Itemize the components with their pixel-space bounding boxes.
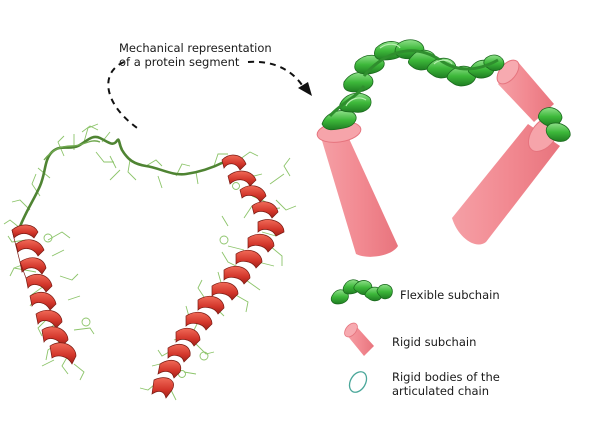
rigid-body-ellipse-icon bbox=[348, 371, 368, 393]
protein-cartoon bbox=[3, 123, 297, 401]
rigid-cylinder-icon bbox=[344, 322, 374, 356]
legend-bodies-label: Rigid bodies of the articulated chain bbox=[392, 370, 500, 398]
diagram-caption: Mechanical representation of a protein s… bbox=[119, 41, 272, 69]
rigid-cylinder-left bbox=[316, 121, 398, 257]
legend-flexible-label: Flexible subchain bbox=[400, 288, 500, 302]
coil-backbone bbox=[16, 135, 225, 233]
legend-bodies-line-1: Rigid bodies of the bbox=[392, 370, 500, 384]
caption-line-2: of a protein segment bbox=[119, 55, 240, 69]
mechanical-model bbox=[316, 39, 571, 257]
legend-bodies-line-2: articulated chain bbox=[392, 384, 490, 398]
helix-right bbox=[151, 154, 285, 399]
legend-rigid-label: Rigid subchain bbox=[392, 335, 477, 349]
dashed-arrow bbox=[107, 60, 312, 131]
flexible-ribbon-icon bbox=[330, 279, 393, 305]
flexible-subchain bbox=[321, 39, 571, 142]
caption-line-1: Mechanical representation bbox=[119, 41, 272, 55]
helix-left bbox=[11, 224, 77, 365]
